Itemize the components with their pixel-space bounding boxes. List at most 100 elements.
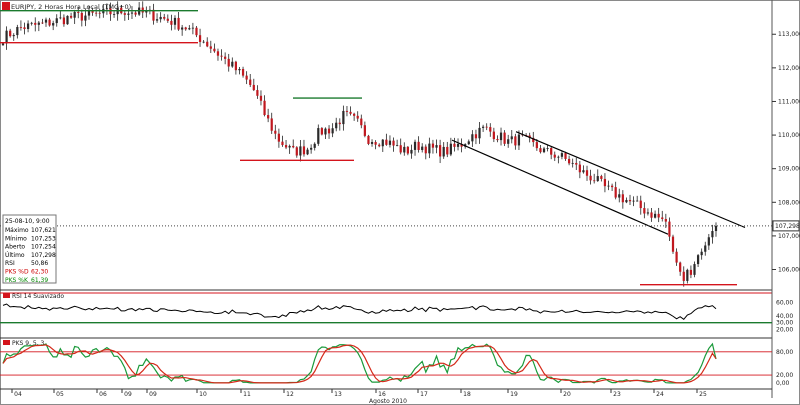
stoch-axis: 80,00 20,000,00	[776, 349, 793, 387]
candle-bear	[80, 12, 83, 21]
data-window-row-label: PKS %D	[5, 269, 29, 276]
candle-bull	[428, 143, 431, 154]
candle-bull	[342, 110, 345, 125]
candle-bull	[456, 143, 460, 147]
candle-bear	[134, 12, 137, 15]
candle-bear	[489, 127, 492, 132]
candle-bear	[281, 141, 284, 146]
candle-bear	[575, 162, 578, 165]
candle-bear	[91, 10, 94, 13]
candle-bear	[166, 18, 169, 21]
candle-bear	[98, 12, 101, 14]
channel-upper-line[interactable]	[515, 131, 746, 229]
candle-bull	[582, 170, 585, 173]
rsi-tick-label: 40,00	[776, 313, 793, 320]
candle-bull	[696, 255, 700, 265]
candle-bear	[220, 55, 223, 57]
candle-bear	[439, 145, 442, 157]
data-window-row-value: 107,254	[31, 244, 56, 251]
candle-bull	[646, 212, 650, 214]
candle-bear	[668, 221, 671, 237]
candle-bull	[403, 146, 406, 153]
candle-bear	[485, 126, 488, 128]
stoch-tick-label: 0,00	[776, 380, 790, 387]
candle-bull	[618, 194, 621, 198]
last-price-label: 107,298	[775, 223, 800, 230]
time-tick-label: 25	[699, 391, 707, 398]
time-tick-label: 24	[656, 391, 664, 398]
candle-bear	[367, 135, 370, 144]
candle-bear	[585, 170, 589, 176]
candle-bear	[256, 90, 259, 96]
candle-bull	[704, 245, 707, 252]
candle-bear	[453, 143, 456, 147]
data-window-row-label: Aberto	[5, 244, 25, 251]
candle-bull	[1, 43, 5, 46]
time-tick-label: 05	[56, 391, 64, 398]
candle-bear	[184, 27, 187, 30]
stoch-d-line	[2, 344, 717, 384]
price-tick-label: 111,000	[778, 98, 800, 105]
candle-bear	[614, 187, 617, 198]
candle-bull	[435, 145, 438, 148]
candle-bear	[492, 131, 495, 140]
candle-bull	[191, 27, 195, 29]
candle-bear	[353, 113, 356, 116]
candle-bull	[173, 17, 177, 25]
candle-bull	[510, 136, 513, 140]
data-window-frame	[2, 214, 57, 284]
candle-bear	[345, 110, 349, 112]
candle-bull	[653, 213, 657, 218]
data-window-row-value: 50,86	[31, 260, 48, 267]
candle-bull	[130, 12, 134, 14]
price-tick-label: 106,000	[778, 267, 800, 274]
price-axis: 113,000 112,000 111,000 110,000 109,000 108,0…	[772, 31, 800, 274]
annotations-layer	[0, 10, 746, 286]
candle-bear	[532, 137, 535, 143]
candle-bear	[603, 178, 607, 187]
candle-bull	[87, 10, 91, 16]
rsi-tick-label: 60,00	[776, 300, 793, 307]
data-window-row-value: 107,253	[31, 235, 56, 242]
candle-bear	[460, 143, 463, 147]
price-tick-label: 113,000	[778, 31, 800, 38]
candle-bull	[112, 14, 116, 15]
data-window-row-label: Mínimo	[5, 235, 27, 242]
candle-bear	[643, 208, 646, 214]
candle-bear	[399, 145, 402, 153]
candle-bear	[62, 17, 66, 25]
candle-bear	[241, 68, 245, 76]
candle-bear	[206, 41, 209, 47]
candle-bear	[213, 48, 216, 52]
candle-bull	[331, 128, 334, 134]
candle-bear	[234, 61, 238, 71]
candle-bear	[610, 185, 614, 188]
candle-bull	[310, 147, 313, 150]
candle-bull	[517, 134, 521, 146]
candle-bear	[593, 180, 596, 182]
candle-bear	[277, 133, 280, 142]
candle-bull	[700, 251, 703, 256]
candle-bear	[664, 218, 667, 222]
rsi-layer	[0, 303, 772, 324]
candle-bull	[471, 134, 474, 142]
candle-bull	[288, 145, 291, 148]
candle-bull	[202, 41, 205, 43]
candle-bear	[69, 15, 73, 18]
time-tick-label: 19	[510, 391, 518, 398]
candle-bull	[84, 15, 87, 21]
candle-bear	[406, 146, 409, 154]
time-tick-label: 09	[124, 391, 132, 398]
candle-bear	[152, 9, 155, 21]
candle-bear	[356, 115, 359, 119]
candle-bear	[195, 27, 198, 36]
channel-lower-line[interactable]	[451, 139, 669, 235]
candle-bull	[317, 128, 320, 144]
candle-bull	[481, 126, 485, 128]
candle-bear	[578, 164, 581, 173]
candle-bull	[478, 127, 481, 139]
candle-bear	[209, 46, 212, 49]
candle-bull	[410, 149, 413, 154]
